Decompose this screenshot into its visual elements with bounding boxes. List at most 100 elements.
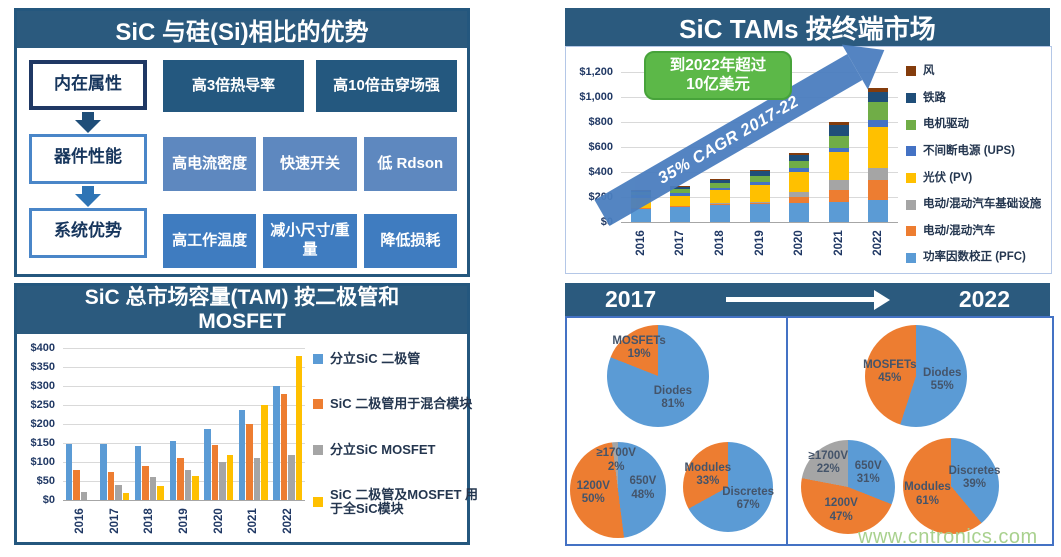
- legend-chip: [313, 399, 323, 410]
- legend-label: 铁路: [923, 91, 946, 104]
- end-market-chart-title: SiC TAMs 按终端市场: [565, 8, 1050, 46]
- x-axis-tick: 2018: [713, 230, 726, 256]
- bar: [115, 484, 122, 500]
- bar-segment: [868, 167, 889, 181]
- down-arrow-icon: [29, 184, 147, 208]
- gridline: [63, 481, 305, 482]
- advantage-item: 高3倍热导率: [163, 60, 304, 112]
- bar-segment: [868, 127, 889, 168]
- x-axis-tick: 2017: [674, 230, 687, 256]
- bar: [169, 441, 176, 500]
- advantage-item: 减小尺寸/重量: [263, 214, 357, 268]
- legend-label: 功率因数校正 (PFC): [923, 251, 1026, 264]
- x-axis-tick: 2017: [108, 508, 121, 534]
- device-chart-title: SiC 总市场容量(TAM) 按二极管和 MOSFET: [17, 286, 467, 334]
- x-axis-tick: 2016: [634, 230, 647, 256]
- pies-2017-box: Diodes 81% MOSFETs 19% 650V 48% 1200V 50% ≥1700V…: [565, 316, 792, 546]
- device-title-line-2: MOSFET: [198, 310, 286, 333]
- bar-segment: [709, 182, 730, 188]
- right-arrow-icon: [725, 289, 890, 310]
- bar-segment: [868, 102, 889, 120]
- y-axis-tick: $350: [30, 360, 55, 373]
- legend-chip: [906, 66, 916, 77]
- legend-item: 电机驱动: [906, 118, 1041, 131]
- pies-2017: Diodes 81% MOSFETs 19% 650V 48% 1200V 50% ≥1700V…: [567, 318, 790, 544]
- bar-segment: [828, 152, 849, 180]
- bar-segment: [709, 205, 730, 222]
- gridline: [621, 147, 898, 148]
- bar: [261, 405, 268, 500]
- bar-segment: [789, 202, 810, 222]
- bar-segment: [670, 207, 691, 222]
- bar: [73, 470, 80, 500]
- y-axis-tick: $1,200: [579, 65, 613, 78]
- bar-segment: [789, 171, 810, 193]
- callout-over-1-billion: 到2022年超过 10亿美元: [644, 51, 792, 100]
- watermark: www.cntronics.com: [858, 526, 1038, 548]
- x-axis-tick: 2021: [247, 508, 260, 534]
- bar-segment: [749, 169, 770, 172]
- legend-label: 电动/混动汽车基础设施: [923, 198, 1042, 211]
- pies-header: 2017 2022: [565, 283, 1050, 316]
- legend-chip: [906, 199, 916, 210]
- y-axis-tick: $50: [36, 474, 55, 487]
- panel-device-tam: SiC 总市场容量(TAM) 按二极管和 MOSFET $0 $50 $100 $15…: [14, 283, 478, 545]
- pie-package-split: [903, 438, 999, 534]
- bar-segment: [828, 136, 849, 148]
- bar: [142, 465, 149, 500]
- legend-chip: [906, 172, 916, 183]
- pie-slice-label: MOSFETs 19%: [612, 335, 666, 361]
- bar-segment: [789, 192, 810, 198]
- bar-segment: [749, 171, 770, 176]
- pie-voltage-split: [570, 442, 666, 538]
- gridline: [63, 348, 305, 349]
- bar-segment: [670, 205, 691, 207]
- pie-slice-label: Diodes 55%: [923, 367, 962, 393]
- pies-2022-box: Diodes 55% MOSFETs 45% 650V 31% 1200V 47% ≥1700V…: [786, 316, 1054, 546]
- legend-item: 铁路: [906, 92, 1041, 105]
- bar-segment: [789, 197, 810, 203]
- bar: [107, 471, 115, 500]
- bar: [226, 455, 234, 500]
- advantage-item: 低 Rdson: [363, 137, 457, 191]
- bar-segment: [630, 207, 651, 209]
- legend-chip: [313, 444, 323, 455]
- category-box-system-advantage: 系统优势: [29, 208, 147, 258]
- y-axis-tick: $0: [42, 493, 55, 506]
- bar-segment: [828, 122, 849, 126]
- gridline: [63, 367, 305, 368]
- gridline: [621, 222, 898, 223]
- bar-segment: [828, 148, 849, 152]
- x-axis-tick: 2019: [753, 230, 766, 256]
- legend-chip: [906, 146, 916, 157]
- advantages-items: 高3倍热导率 高10倍击穿场强 高电流密度 快速开关 低 Rdson 高工作温度…: [163, 60, 457, 268]
- legend-label: 电动/混动汽车: [923, 224, 996, 237]
- bar: [295, 356, 303, 500]
- legend-chip: [906, 119, 916, 130]
- bar-segment: [789, 160, 810, 169]
- gridline: [63, 386, 305, 387]
- advantage-item: 高工作温度: [163, 214, 257, 268]
- legend-item: 光伏 (PV): [906, 172, 1041, 185]
- legend-item: SiC 二极管及MOSFET 用于全SiC模块: [313, 487, 480, 517]
- bar-segment: [868, 87, 889, 92]
- legend-chip: [906, 252, 916, 263]
- pie-voltage-split: [801, 440, 895, 534]
- bar-segment: [789, 168, 810, 172]
- bar-segment: [828, 179, 849, 191]
- gridline: [63, 443, 305, 444]
- x-axis-tick: 2022: [872, 230, 885, 256]
- bar-segment: [749, 182, 770, 185]
- advantage-item: 降低损耗: [363, 214, 457, 268]
- end-market-chart: 到2022年超过 10亿美元 35% CAGR 2017-22 $0$200$4…: [565, 27, 1052, 274]
- bar-segment: [749, 204, 770, 222]
- bar-segment: [670, 193, 691, 196]
- year-right-label: 2022: [958, 286, 1010, 312]
- bar: [177, 457, 184, 500]
- pie-slice-label: Modules 61%: [904, 481, 951, 507]
- bar-segment: [828, 190, 849, 202]
- gridline: [63, 405, 305, 406]
- legend-item: 功率因数校正 (PFC): [906, 251, 1041, 264]
- y-axis-tick: $600: [588, 140, 613, 153]
